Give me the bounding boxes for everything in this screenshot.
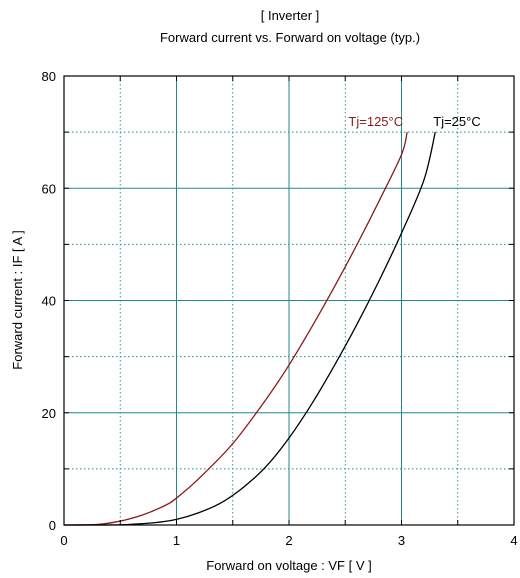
x-tick-label: 2	[285, 533, 292, 548]
y-tick-label: 0	[49, 518, 56, 533]
series-label-tj25: Tj=25°C	[433, 114, 480, 129]
y-tick-label: 20	[42, 406, 56, 421]
y-tick-label: 80	[42, 69, 56, 84]
y-tick-label: 60	[42, 181, 56, 196]
chart-subtitle: Forward current vs. Forward on voltage (…	[160, 30, 420, 45]
series-label-tj125: Tj=125°C	[348, 114, 403, 129]
x-tick-label: 0	[60, 533, 67, 548]
x-tick-label: 3	[398, 533, 405, 548]
x-tick-label: 1	[173, 533, 180, 548]
series-line-tj25	[63, 131, 436, 526]
y-axis-label: Forward current : IF [ A ]	[10, 230, 25, 369]
x-axis-label: Forward on voltage : VF [ V ]	[206, 558, 371, 573]
x-tick-label: 4	[510, 533, 517, 548]
y-tick-label: 40	[42, 294, 56, 309]
series-line-tj125	[63, 131, 408, 526]
chart-title: [ Inverter ]	[261, 8, 320, 23]
